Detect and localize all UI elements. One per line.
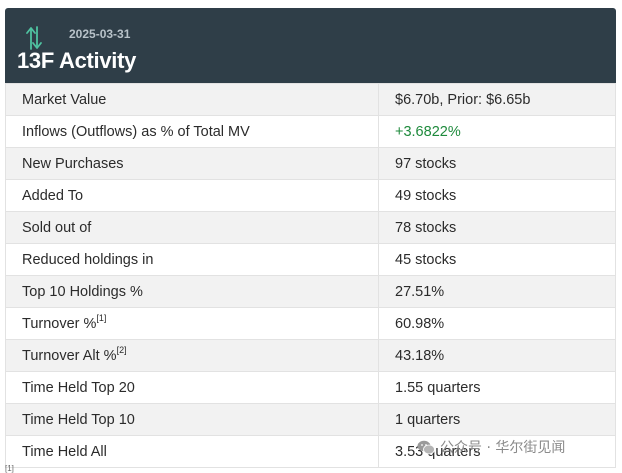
row-value: 27.51% [378,275,616,308]
watermark: 公众号 · 华尔街见闻 [417,437,565,457]
activity-table: Market Value $6.70b, Prior: $6.65b Inflo… [5,83,616,468]
row-label: Time Held Top 10 [5,403,379,436]
footnote-marker: [1] [5,464,14,473]
table-row: Turnover Alt %[2] 43.18% [5,339,616,372]
row-value: 78 stocks [378,211,616,244]
report-date: 2025-03-31 [69,27,131,41]
up-down-arrows-icon [26,26,42,50]
row-label-cell: Turnover Alt %[2] [5,339,379,372]
row-label: Time Held Top 20 [5,371,379,404]
table-row: Added To 49 stocks [5,179,616,212]
row-value: 3.53 quarters [378,435,616,468]
row-label: New Purchases [5,147,379,180]
row-value: +3.6822% [378,115,616,148]
footnote-ref-2[interactable]: [2] [116,344,127,355]
watermark-text: 公众号 · 华尔街见闻 [440,440,566,456]
row-value: 60.98% [378,307,616,340]
row-value: 49 stocks [378,179,616,212]
row-label: Turnover Alt % [22,347,117,364]
footnote-ref-1[interactable]: [1] [96,312,107,323]
table-row: Time Held All 3.53 quarters [5,435,616,468]
card-header: 2025-03-31 13F Activity [5,8,616,83]
row-label: Reduced holdings in [5,243,379,276]
row-label: Turnover % [22,315,97,332]
table-row: Turnover %[1] 60.98% [5,307,616,340]
row-label-cell: Turnover %[1] [5,307,379,340]
row-value: 1 quarters [378,403,616,436]
row-value: 1.55 quarters [378,371,616,404]
row-value: $6.70b, Prior: $6.65b [378,83,616,116]
row-value: 43.18% [378,339,616,372]
table-row: Sold out of 78 stocks [5,211,616,244]
row-label: Added To [5,179,379,212]
table-row: New Purchases 97 stocks [5,147,616,180]
table-row: Market Value $6.70b, Prior: $6.65b [5,83,616,116]
card-title: 13F Activity [17,48,137,73]
row-value: 97 stocks [378,147,616,180]
table-row: Time Held Top 10 1 quarters [5,403,616,436]
row-label: Time Held All [5,435,379,468]
table-row: Reduced holdings in 45 stocks [5,243,616,276]
table-row: Top 10 Holdings % 27.51% [5,275,616,308]
row-label: Market Value [5,83,379,116]
table-row: Time Held Top 20 1.55 quarters [5,371,616,404]
table-row: Inflows (Outflows) as % of Total MV +3.6… [5,115,616,148]
row-label: Inflows (Outflows) as % of Total MV [5,115,379,148]
wechat-icon [417,440,435,454]
activity-card: 2025-03-31 13F Activity Market Value $6.… [5,8,616,468]
row-label: Sold out of [5,211,379,244]
row-value: 45 stocks [378,243,616,276]
row-label: Top 10 Holdings % [5,275,379,308]
